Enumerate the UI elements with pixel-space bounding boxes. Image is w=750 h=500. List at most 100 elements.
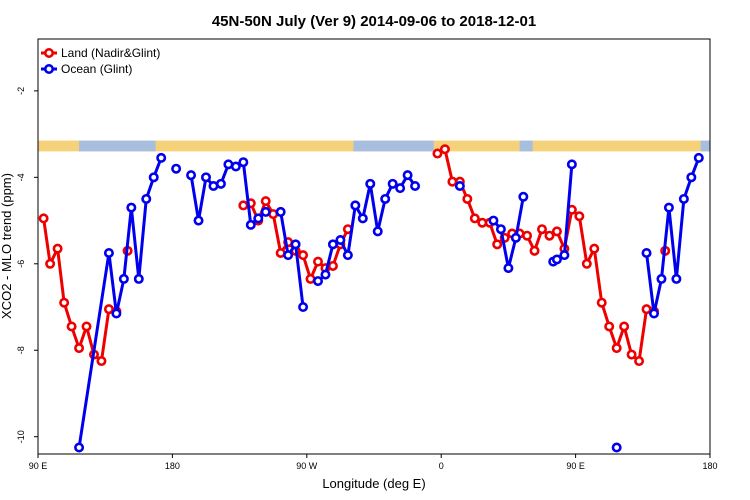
band-ocean-1 [353, 140, 434, 152]
series-ocean-point-11 [193, 215, 204, 226]
y-axis-label: XCO2 - MLO trend (ppm) [0, 173, 14, 319]
series-ocean-point-32 [365, 178, 376, 189]
series-land-point-1 [45, 258, 56, 269]
series-land-point-52 [619, 321, 630, 332]
y-tick-label-1: -4 [16, 173, 26, 181]
series-ocean-point-4 [126, 202, 137, 213]
series-ocean-point-22 [283, 250, 294, 261]
x-tick-label-3: 0 [439, 461, 444, 471]
series-ocean-point-56 [686, 172, 697, 183]
series-land-point-49 [596, 297, 607, 308]
series-land-point-0 [38, 213, 49, 224]
x-tick-label-0: 90 E [29, 461, 48, 471]
series-ocean-point-2 [111, 308, 122, 319]
series-land-point-35 [492, 239, 503, 250]
y-tick-label-0: -2 [16, 87, 26, 95]
land-ocean-band [38, 140, 710, 152]
series-ocean-point-12 [201, 172, 212, 183]
series-ocean-point-49 [611, 442, 622, 453]
series-land-point-46 [574, 211, 585, 222]
series-land-point-51 [611, 343, 622, 354]
series-land-point-6 [81, 321, 92, 332]
series-ocean-point-43 [510, 232, 521, 243]
legend-marker-ocean [43, 64, 54, 75]
series-ocean-point-14 [215, 178, 226, 189]
x-tick-label-1: 180 [165, 461, 180, 471]
series-land-point-53 [626, 349, 637, 360]
series-ocean-point-37 [402, 170, 413, 181]
series-land-point-31 [462, 193, 473, 204]
x-axis: 90 E 180 90 W 0 90 E 180 [29, 454, 718, 471]
series-ocean-point-40 [488, 215, 499, 226]
series-land-point-50 [604, 321, 615, 332]
series-land-point-4 [66, 321, 77, 332]
chart-title: 45N-50N July (Ver 9) 2014-09-06 to 2018-… [212, 13, 536, 30]
series-ocean-point-17 [238, 157, 249, 168]
series-land-point-20 [298, 250, 309, 261]
series-land-point-42 [544, 230, 555, 241]
series-land-point-28 [439, 144, 450, 155]
series-ocean-point-55 [678, 193, 689, 204]
series-ocean-point-29 [342, 250, 353, 261]
y-tick-label-2: -6 [16, 260, 26, 268]
series-ocean-line-3 [279, 211, 305, 308]
x-tick-label-4: 90 E [566, 461, 585, 471]
series-ocean-point-48 [566, 159, 577, 170]
series-ocean-point-26 [320, 269, 331, 280]
series-ocean-point-33 [372, 226, 383, 237]
series-ocean-point-21 [275, 206, 286, 217]
series-ocean-point-23 [290, 239, 301, 250]
series-ocean-point-16 [230, 161, 241, 172]
series-land-point-24 [327, 260, 338, 271]
series-ocean-point-36 [395, 183, 406, 194]
series-ocean-point-25 [312, 276, 323, 287]
series-ocean-point-19 [253, 213, 264, 224]
legend-label-ocean: Ocean (Glint) [61, 62, 132, 76]
series-ocean-point-54 [671, 273, 682, 284]
plot-frame [37, 38, 711, 455]
series-ocean-point-38 [410, 180, 421, 191]
series-land-point-40 [529, 245, 540, 256]
series-land-point-27 [432, 148, 443, 159]
band-ocean-0 [79, 140, 156, 152]
series-land-point-47 [581, 258, 592, 269]
series-ocean-point-20 [260, 206, 271, 217]
series-ocean-point-31 [357, 213, 368, 224]
series-layer [38, 144, 704, 453]
series-ocean-point-57 [693, 152, 704, 163]
series-ocean-point-8 [156, 152, 167, 163]
series-ocean-point-0 [74, 442, 85, 453]
series-ocean-point-24 [298, 302, 309, 313]
series-land-point-48 [589, 243, 600, 254]
series-ocean-point-9 [171, 163, 182, 174]
series-ocean-point-28 [335, 235, 346, 246]
x-tick-label-5: 180 [702, 461, 717, 471]
series-ocean-point-6 [141, 193, 152, 204]
series-ocean-point-46 [551, 254, 562, 265]
series-land-point-3 [59, 297, 70, 308]
series-land-point-5 [74, 343, 85, 354]
y-axis: -2 -4 -6 -8 -10 [16, 87, 38, 443]
series-land-point-22 [312, 256, 323, 267]
y-tick-label-4: -10 [16, 430, 26, 443]
series-ocean-point-39 [454, 180, 465, 191]
series-ocean-point-18 [245, 219, 256, 230]
series-land-line-0 [42, 218, 117, 363]
series-ocean-point-51 [648, 308, 659, 319]
series-land-point-41 [536, 224, 547, 235]
series-land-point-32 [469, 213, 480, 224]
series-ocean-point-30 [350, 200, 361, 211]
legend: Land (Nadir&Glint) Ocean (Glint) [41, 46, 160, 76]
series-ocean-point-41 [495, 224, 506, 235]
series-ocean-point-1 [103, 247, 114, 258]
series-ocean-point-42 [503, 263, 514, 274]
legend-marker-land [43, 47, 54, 58]
band-ocean-3 [700, 140, 710, 152]
y-tick-label-3: -8 [16, 346, 26, 354]
series-land-point-15 [260, 196, 271, 207]
series-ocean-point-34 [380, 193, 391, 204]
series-ocean-point-5 [133, 273, 144, 284]
x-axis-label: Longitude (deg E) [322, 476, 425, 491]
x-tick-label-2: 90 W [296, 461, 318, 471]
